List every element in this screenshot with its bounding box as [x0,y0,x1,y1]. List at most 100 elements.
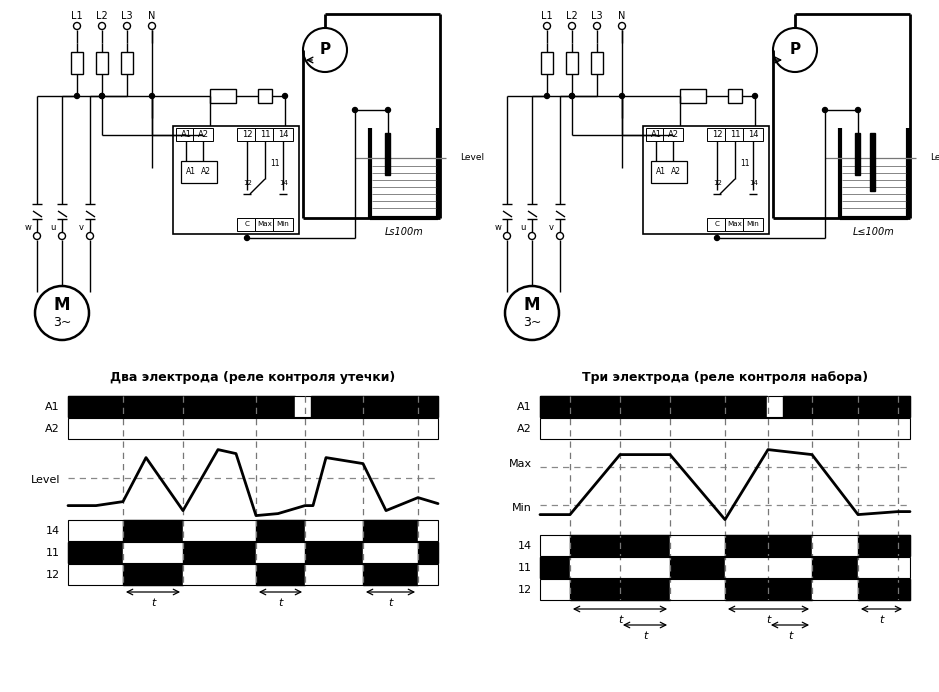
Bar [540,557,570,578]
Bar [651,161,687,183]
Circle shape [100,93,104,98]
Bar [258,89,272,103]
Text: 14: 14 [278,130,288,139]
Text: Ls100m: Ls100m [385,227,423,237]
Text: 12: 12 [46,570,60,580]
Bar [643,126,769,234]
Circle shape [568,23,576,30]
Bar [541,52,553,74]
Circle shape [58,233,66,239]
Text: t: t [879,615,884,625]
Text: v: v [548,224,553,233]
Bar [570,579,670,600]
Bar [68,564,123,585]
Circle shape [619,23,625,30]
Text: 3~: 3~ [53,316,71,329]
Bar [418,542,438,563]
Circle shape [124,23,131,30]
Bar [237,128,257,141]
Circle shape [149,93,155,98]
Circle shape [569,93,575,98]
Bar [540,579,910,600]
Bar [812,579,858,600]
Circle shape [752,93,758,98]
Text: A2: A2 [201,167,211,176]
Bar [305,564,363,585]
Text: Max: Max [257,221,272,228]
Text: A1: A1 [517,402,532,412]
Bar [725,128,745,141]
Circle shape [505,286,559,340]
Circle shape [352,107,358,113]
Text: 3~: 3~ [523,316,541,329]
Bar [305,520,363,541]
Bar [743,218,763,231]
Circle shape [34,233,40,239]
Circle shape [557,233,563,239]
Bar [363,520,418,541]
Bar [540,418,910,439]
Text: P: P [319,42,331,57]
Bar [566,52,578,74]
Text: Min: Min [747,221,760,228]
Text: 11: 11 [730,130,740,139]
Text: u: u [520,224,526,233]
Bar [123,564,183,585]
Circle shape [593,23,601,30]
Text: t: t [643,631,647,641]
Bar [68,564,438,585]
Bar [68,418,438,439]
Circle shape [823,107,827,113]
Text: A1: A1 [651,130,661,139]
Bar [725,218,745,231]
Text: M: M [54,296,70,314]
Text: L2: L2 [96,11,108,21]
Bar [725,535,812,556]
Text: N: N [618,11,625,21]
Text: t: t [278,598,283,608]
Bar [646,128,666,141]
Bar [123,542,183,563]
Text: 12: 12 [714,180,722,186]
Bar [725,557,812,578]
Text: 11: 11 [740,159,749,168]
Text: 12: 12 [241,130,253,139]
Text: Min: Min [512,503,532,513]
Bar [418,520,438,541]
Text: Max: Max [509,459,532,468]
Circle shape [529,233,535,239]
Circle shape [73,23,81,30]
Text: 11: 11 [46,548,60,558]
Text: L3: L3 [121,11,132,21]
Bar [183,542,256,563]
Text: t: t [788,631,793,641]
Text: 14: 14 [46,526,60,536]
Text: t: t [766,615,771,625]
Text: L2: L2 [566,11,577,21]
Circle shape [715,235,719,241]
Text: L≤100m: L≤100m [854,227,895,237]
Circle shape [148,23,156,30]
Bar [255,218,275,231]
Text: C: C [715,221,719,228]
Text: A2: A2 [197,130,208,139]
Bar [540,535,910,556]
Bar [812,557,858,578]
Bar [540,579,570,600]
Text: t: t [151,598,155,608]
Bar [173,126,299,234]
Text: 11: 11 [260,130,270,139]
Text: 12: 12 [243,180,253,186]
Bar [858,557,910,578]
Bar [858,535,910,556]
Bar [273,218,293,231]
Text: M: M [524,296,540,314]
Bar [855,133,860,175]
Text: A2: A2 [668,130,679,139]
Circle shape [244,235,250,241]
Circle shape [35,286,89,340]
Bar [870,133,875,191]
Text: Level: Level [460,154,485,163]
Text: w: w [495,224,501,233]
Text: t: t [389,598,393,608]
